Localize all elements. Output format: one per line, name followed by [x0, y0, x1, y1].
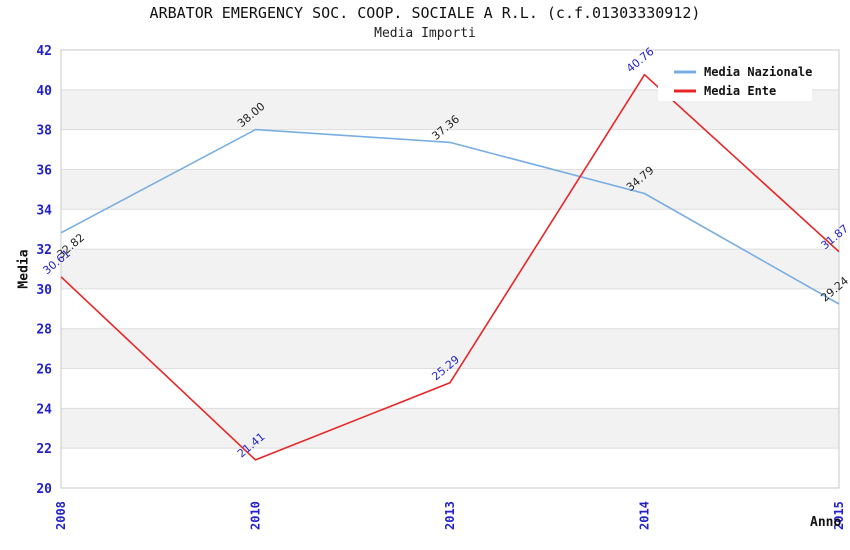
y-tick-label: 40	[36, 84, 52, 99]
legend-label-1: Media Ente	[704, 84, 776, 98]
y-tick-label: 28	[36, 323, 52, 338]
chart-title: ARBATOR EMERGENCY SOC. COOP. SOCIALE A R…	[149, 4, 701, 22]
y-axis-title: Media	[16, 249, 32, 289]
x-tick-label: 2008	[54, 501, 68, 530]
x-tick-label: 2013	[443, 501, 457, 530]
y-tick-label: 42	[36, 44, 52, 59]
chart-subtitle: Media Importi	[374, 26, 476, 41]
y-tick-label: 38	[36, 124, 52, 139]
x-tick-label: 2014	[638, 501, 652, 530]
band-stripe	[61, 328, 839, 369]
band-stripe	[61, 249, 839, 289]
series-line-0	[60, 128, 840, 305]
y-tick-label: 34	[36, 203, 52, 218]
x-tick-label: 2015	[832, 501, 846, 530]
legend-box	[658, 57, 812, 101]
value-label: 40.76	[624, 45, 656, 75]
y-tick-label: 36	[36, 163, 52, 178]
y-tick-label: 32	[36, 243, 52, 258]
y-tick-label: 30	[36, 283, 52, 298]
y-tick-label: 24	[36, 402, 52, 417]
band-stripe	[61, 169, 839, 210]
y-tick-label: 26	[36, 363, 52, 378]
x-axis-title: Anno	[810, 515, 842, 530]
x-tick-label: 2010	[249, 501, 263, 530]
y-tick-label: 22	[36, 442, 52, 457]
plot-border	[60, 49, 840, 489]
band-stripe	[61, 408, 839, 449]
series-line-1	[60, 73, 840, 461]
y-tick-label: 20	[36, 482, 52, 497]
legend-label-0: Media Nazionale	[704, 65, 812, 79]
